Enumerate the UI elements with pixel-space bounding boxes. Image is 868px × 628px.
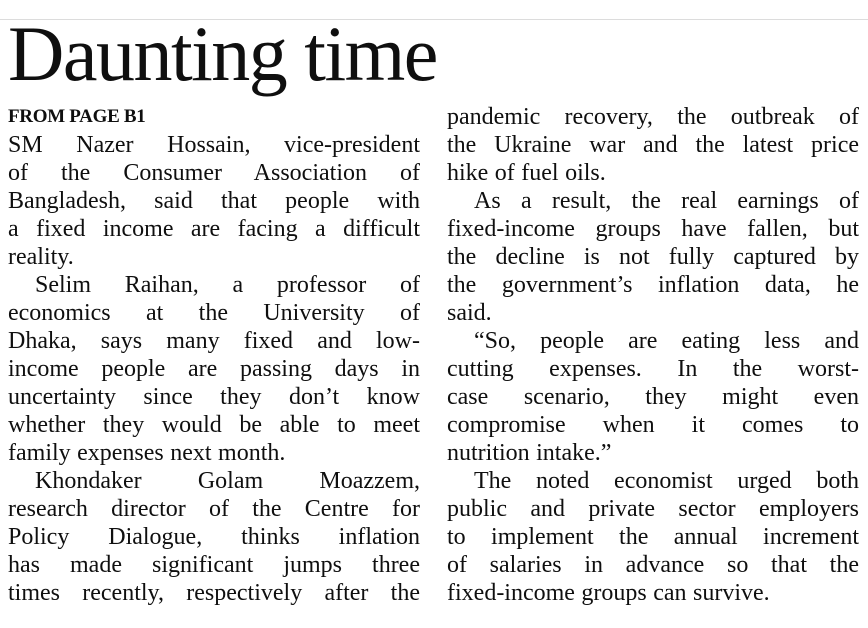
article-line: nutrition intake.” [447,440,612,466]
article-headline: Daunting time [8,10,438,97]
article-line: has made significant jumps three [8,552,420,578]
article-line: compromise when it comes to [447,412,859,438]
article-line: hike of fuel oils. [447,160,606,186]
article-line: The noted economist urged both [474,468,859,494]
article-line: cutting expenses. In the worst- [447,356,859,382]
article-line: research director of the Centre for [8,496,420,522]
article-line: Khondaker Golam Moazzem, [35,468,420,494]
article-line: income people are passing days in [8,356,420,382]
article-line: pandemic recovery, the outbreak of [447,104,859,130]
page-top-edge-line [0,19,868,20]
continuation-kicker: FROM PAGE B1 [8,106,146,127]
article-line: fixed-income groups have fallen, but [447,216,859,242]
article-line: “So, people are eating less and [474,328,859,354]
article-line: Dhaka, says many fixed and low- [8,328,420,354]
article-column-right: pandemic recovery, the outbreak of the Uk… [447,103,859,607]
article-line: the government’s inflation data, he [447,272,859,298]
article-line: fixed-income groups can survive. [447,580,770,606]
article-line: public and private sector employers [447,496,859,522]
article-line: Selim Raihan, a professor of [35,272,420,298]
article-line: the decline is not fully captured by [447,244,859,270]
article-line: As a result, the real earnings of [474,188,859,214]
article-line: uncertainty since they don’t know [8,384,420,410]
article-line: a fixed income are facing a difficult [8,216,420,242]
article-line: times recently, respectively after the [8,580,420,606]
article-line: said. [447,300,492,326]
article-line: whether they would be able to meet [8,412,420,438]
article-line: Bangladesh, said that people with [8,188,420,214]
article-line: to implement the annual increment [447,524,859,550]
article-line: family expenses next month. [8,440,286,466]
article-line: economics at the University of [8,300,420,326]
article-line: of the Consumer Association of [8,160,420,186]
article-line: of salaries in advance so that the [447,552,859,578]
newspaper-page: Daunting time FROM PAGE B1 SM Nazer Hoss… [0,15,868,628]
article-body: FROM PAGE B1 SM Nazer Hossain, vice-pres… [8,103,860,607]
article-line: reality. [8,244,74,270]
article-line: Policy Dialogue, thinks inflation [8,524,420,550]
article-line: SM Nazer Hossain, vice-president [8,132,420,158]
article-line: case scenario, they might even [447,384,859,410]
article-column-left: FROM PAGE B1 SM Nazer Hossain, vice-pres… [8,103,420,607]
article-line: the Ukraine war and the latest price [447,132,859,158]
